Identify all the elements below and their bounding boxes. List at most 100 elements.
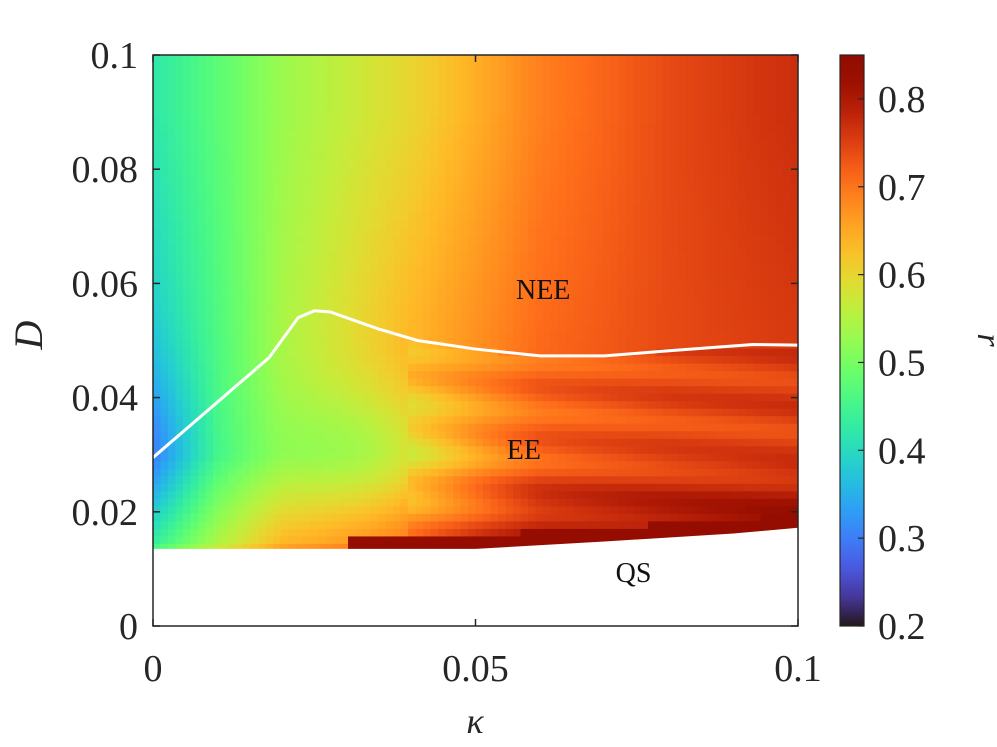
heatmap-cell (168, 363, 177, 372)
heatmap-cell (175, 220, 184, 229)
heatmap-cell (505, 190, 514, 199)
heatmap-cell (603, 167, 612, 176)
heatmap-cell (475, 205, 484, 214)
heatmap-cell (175, 543, 184, 552)
heatmap-cell (408, 453, 417, 462)
heatmap-cell (438, 408, 447, 417)
heatmap-cell (288, 100, 297, 109)
heatmap-cell (460, 490, 469, 499)
heatmap-cell (295, 55, 304, 64)
heatmap-cell (445, 543, 454, 552)
heatmap-cell (213, 152, 222, 161)
heatmap-cell (363, 100, 372, 109)
heatmap-cell (400, 453, 409, 462)
heatmap-cell (198, 167, 207, 176)
heatmap-cell (213, 332, 222, 342)
heatmap-cell (438, 70, 447, 79)
heatmap-cell (573, 122, 582, 131)
heatmap-cell (363, 220, 372, 229)
heatmap-cell (408, 287, 417, 297)
heatmap-cell (393, 340, 402, 349)
heatmap-cell (633, 453, 642, 462)
heatmap-cell (318, 257, 327, 266)
heatmap-cell (370, 385, 379, 394)
heatmap-cell (400, 483, 409, 492)
heatmap-cell (333, 152, 342, 161)
heatmap-cell (280, 302, 289, 312)
heatmap-cell (580, 62, 589, 71)
heatmap-cell (378, 272, 387, 281)
heatmap-cell (190, 107, 199, 116)
heatmap-cell (160, 453, 169, 462)
heatmap-cell (588, 378, 597, 387)
heatmap-cell (393, 520, 402, 529)
heatmap-cell (258, 513, 267, 522)
heatmap-cell (543, 85, 552, 94)
heatmap-cell (355, 205, 364, 214)
heatmap-cell (318, 528, 327, 537)
heatmap-cell (348, 513, 357, 522)
heatmap-cell (160, 205, 169, 214)
heatmap-cell (535, 483, 544, 492)
heatmap-cell (243, 182, 252, 191)
heatmap-cell (498, 438, 507, 447)
heatmap-cell (273, 302, 282, 312)
heatmap-cell (445, 332, 454, 342)
heatmap-cell (543, 190, 552, 199)
heatmap-cell (595, 310, 604, 319)
heatmap-cell (340, 257, 349, 266)
heatmap-cell (258, 70, 267, 79)
heatmap-cell (213, 235, 222, 244)
heatmap-cell (310, 325, 319, 334)
heatmap-cell (625, 332, 634, 342)
heatmap-cell (438, 160, 447, 169)
heatmap-cell (498, 393, 507, 402)
heatmap-cell (250, 340, 259, 349)
heatmap-cell (340, 490, 349, 499)
heatmap-cell (310, 227, 319, 236)
heatmap-cell (153, 242, 162, 251)
heatmap-cell (288, 250, 297, 259)
heatmap-cell (580, 235, 589, 244)
heatmap-cell (438, 385, 447, 394)
heatmap-cell (198, 197, 207, 206)
heatmap-cell (303, 468, 312, 477)
heatmap-cell (213, 145, 222, 154)
heatmap-cell (550, 175, 559, 184)
heatmap-cell (370, 85, 379, 94)
heatmap-cell (310, 250, 319, 259)
heatmap-cell (325, 543, 334, 552)
heatmap-cell (333, 212, 342, 221)
heatmap-cell (580, 453, 589, 462)
heatmap-cell (490, 152, 499, 161)
heatmap-cell (603, 520, 612, 529)
heatmap-cell (205, 182, 214, 191)
heatmap-cell (265, 235, 274, 244)
heatmap-cell (573, 152, 582, 161)
heatmap-cell (535, 85, 544, 94)
heatmap-cell (273, 332, 282, 342)
heatmap-cell (550, 107, 559, 116)
heatmap-cell (265, 325, 274, 334)
heatmap-cell (370, 317, 379, 327)
heatmap-cell (378, 423, 387, 432)
heatmap-cell (588, 100, 597, 109)
heatmap-cell (265, 535, 274, 544)
heatmap-cell (348, 287, 357, 297)
heatmap-cell (333, 70, 342, 79)
heatmap-cell (220, 505, 229, 514)
heatmap-cell (423, 272, 432, 281)
heatmap-cell (625, 205, 634, 214)
heatmap-cell (333, 280, 342, 289)
heatmap-cell (318, 100, 327, 109)
heatmap-cell (513, 490, 522, 499)
heatmap-cell (288, 182, 297, 191)
heatmap-cell (475, 468, 484, 477)
heatmap-cell (220, 137, 229, 146)
heatmap-cell (490, 100, 499, 109)
heatmap-cell (303, 182, 312, 191)
heatmap-cell (250, 378, 259, 387)
heatmap-cell (325, 62, 334, 71)
heatmap-cell (580, 513, 589, 522)
heatmap-cell (228, 543, 237, 552)
